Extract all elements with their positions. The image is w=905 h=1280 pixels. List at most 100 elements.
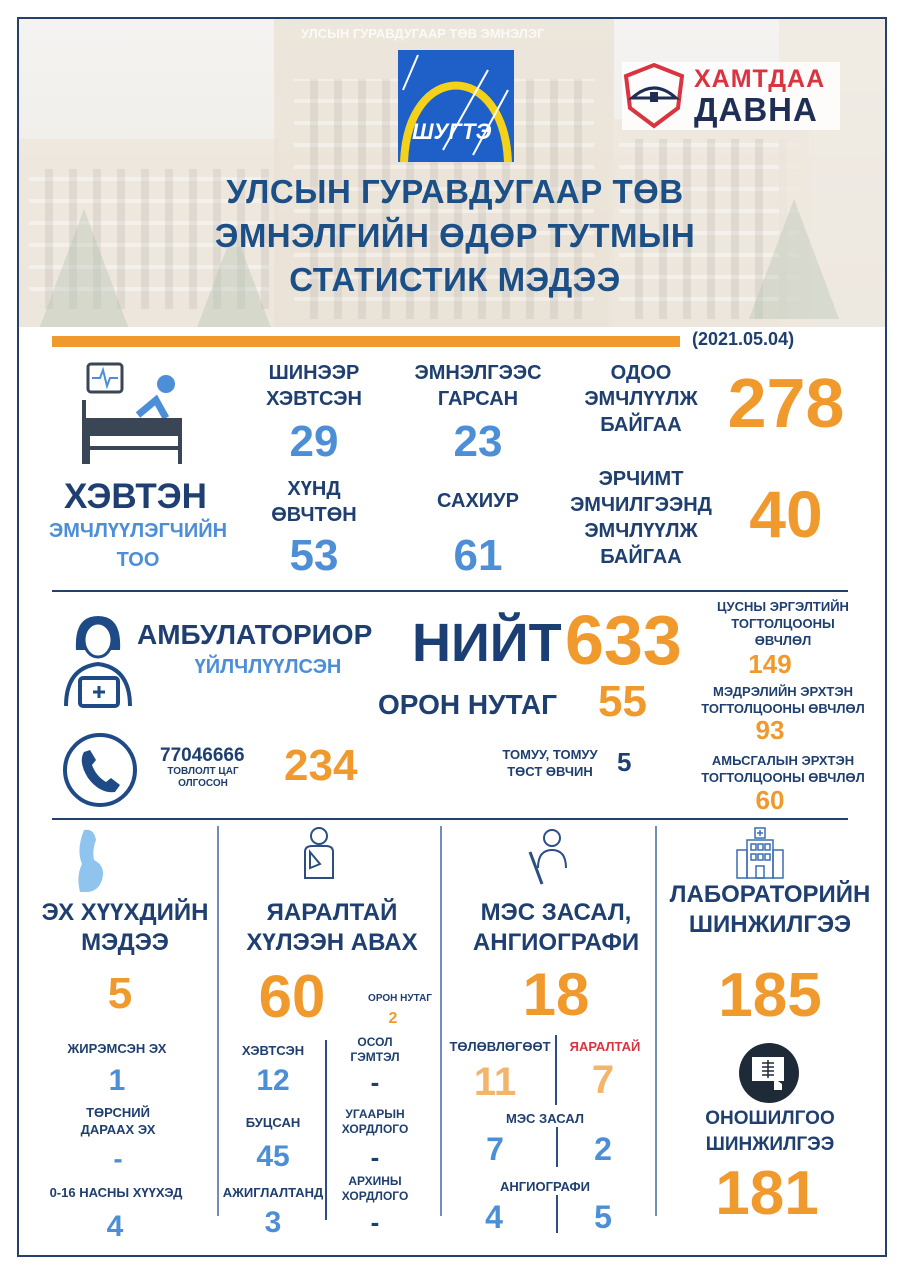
title-line: ШИНЖИЛГЭЭ	[688, 911, 852, 938]
lab-total: 185	[718, 961, 822, 1030]
label-line: ГЭМТЭЛ	[350, 1050, 400, 1064]
ger-shield-icon	[623, 62, 685, 129]
accident-label: ОСОЛ ГЭМТЭЛ	[350, 1035, 399, 1065]
co-poisoning-label: УГААРЫН ХОРДЛОГО	[342, 1107, 409, 1137]
children-label: 0-16 НАСНЫ ХҮҮХЭД	[49, 1185, 183, 1200]
title-line: ОНОШИЛГОО	[705, 1108, 835, 1129]
inpatient-subtitle-line1: ЭМЧЛҮҮЛЭГЧИЙН	[48, 520, 228, 542]
inpatient-title: ХЭВТЭН	[64, 477, 207, 516]
label-line: ТОГТОЛЦООНЫ ӨВЧЛӨЛ	[701, 701, 865, 716]
maternal-total: 5	[107, 969, 133, 1018]
label-line: ХОРДЛОГО	[341, 1189, 409, 1203]
title-line: ХҮЛЭЭН АВАХ	[246, 929, 418, 956]
label-line: БАЙГАА	[600, 546, 682, 568]
co-poisoning-value: -	[370, 1142, 380, 1172]
infographic-frame	[17, 17, 887, 1257]
section-divider	[52, 590, 848, 592]
emergency-rural-value: 2	[388, 1010, 398, 1027]
title-line: МЭС ЗАСАЛ,	[480, 899, 632, 926]
planned-label: ТӨЛӨВЛӨГӨӨТ	[449, 1039, 551, 1054]
stat-severe-value: 53	[289, 531, 339, 580]
section-divider	[52, 818, 848, 820]
label-line: АРХИНЫ	[348, 1174, 402, 1188]
report-date: (2021.05.04)	[692, 329, 795, 349]
admitted-label: ХЭВТСЭН	[241, 1043, 305, 1058]
stat-icu-label: ЭРЧИМТ ЭМЧИЛГЭЭНД ЭМЧЛҮҮЛЖ БАЙГАА	[570, 466, 712, 570]
observation-label: АЖИГЛАЛТАНД	[222, 1185, 324, 1200]
urgent-value: 7	[591, 1058, 615, 1102]
stat-new-admitted-label: ШИНЭЭР ХЭВТСЭН	[266, 360, 362, 412]
outpatient-subtitle: ҮЙЛЧЛҮҮЛСЭН	[194, 656, 342, 678]
label-line: ГАРСАН	[437, 388, 519, 410]
title-line: ЛАБОРАТОРИЙН	[669, 881, 871, 908]
angio-planned-value: 4	[485, 1199, 503, 1235]
stat-current-value: 278	[727, 364, 845, 442]
campaign-logo: ХАМТДАА ДАВНА	[622, 62, 840, 130]
column-divider	[217, 826, 219, 1216]
label-line: ЭМЧИЛГЭЭНД	[570, 494, 712, 516]
label-line: БАЙГАА	[600, 414, 682, 436]
stat-diabetes-label: САХИУР	[437, 490, 519, 512]
surgery-planned-value: 7	[486, 1131, 504, 1167]
label-line: ТОГТОЛЦООНЫ	[731, 616, 835, 631]
page-title-line2: ЭМНЭЛГИЙН ӨДӨР ТУТМЫН	[214, 217, 696, 254]
label-line: ТОВЛОЛТ ЦАГ	[167, 766, 239, 777]
hotline-label: ТОВЛОЛТ ЦАГ ОЛГОСОН	[167, 766, 238, 790]
label-line: ДАРААХ ЭХ	[80, 1122, 156, 1137]
label-line: ХЭВТСЭН	[266, 388, 362, 410]
label-line: ХҮНД	[287, 478, 341, 500]
xray-screen-icon	[739, 1043, 799, 1103]
label-line: ОСОЛ	[357, 1035, 393, 1049]
inpatient-subtitle-line2: ТОО	[116, 549, 160, 571]
surgery-title: МЭС ЗАСАЛ, АНГИОГРАФИ	[473, 898, 639, 958]
campaign-logo-line2: ДАВНА	[694, 91, 818, 128]
label-line: ЭМНЭЛГЭЭС	[414, 362, 542, 384]
surgery-urgent-value: 2	[594, 1131, 612, 1167]
surgery-inner-divider	[555, 1035, 557, 1105]
alcohol-poisoning-value: -	[370, 1207, 380, 1237]
label-line: ШИНЭЭР	[268, 362, 360, 384]
hotline-number: 77046666	[160, 745, 245, 766]
alcohol-poisoning-label: АРХИНЫ ХОРДЛОГО	[342, 1174, 409, 1204]
label-line: ЦУСНЫ ЭРГЭЛТИЙН	[717, 599, 849, 614]
emergency-rural-label: ОРОН НУТАГ	[368, 993, 432, 1004]
postpartum-label: ТӨРСНИЙ ДАРААХ ЭХ	[81, 1104, 156, 1138]
rural-label: ОРОН НУТАГ	[378, 689, 557, 720]
title-line: ЯАРАЛТАЙ	[266, 899, 398, 926]
respiratory-label: АМЬСГАЛЫН ЭРХТЭН ТОГТОЛЦООНЫ ӨВЧЛӨЛ	[701, 752, 865, 786]
stat-icu-value: 40	[749, 477, 823, 551]
emergency-total: 60	[258, 963, 326, 1030]
injured-person-icon	[304, 827, 334, 879]
hospital-bed-icon	[82, 362, 182, 464]
title-line: АНГИОГРАФИ	[472, 929, 640, 956]
angio-label: АНГИОГРАФИ	[499, 1179, 591, 1194]
circulatory-value: 149	[748, 649, 792, 679]
accident-value: -	[370, 1067, 380, 1097]
hospital-building-icon	[736, 827, 784, 879]
building-sign: УЛСЫН ГУРАВДУГААР ТӨВ ЭМНЭЛЭГ	[301, 26, 545, 41]
admitted-value: 12	[256, 1064, 290, 1097]
title-line: ШИНЖИЛГЭЭ	[705, 1134, 835, 1155]
label-line: ЭМЧЛҮҮЛЖ	[584, 388, 698, 410]
emergency-title: ЯАРАЛТАЙ ХҮЛЭЭН АВАХ	[246, 898, 417, 958]
flu-value: 5	[617, 747, 632, 777]
label-line: ТӨРСНИЙ	[86, 1105, 150, 1120]
surgery-inner-divider	[556, 1195, 558, 1233]
column-divider	[440, 826, 442, 1216]
label-line: ӨВЧТӨН	[271, 504, 357, 526]
surgery-label: МЭС ЗАСАЛ	[505, 1111, 585, 1126]
label-line: ТӨСТ ӨВЧИН	[507, 764, 593, 779]
label-line: ОЛГОСОН	[178, 778, 228, 789]
returned-label: БУЦСАН	[245, 1115, 301, 1130]
flu-label: ТОМУУ, ТОМУУ ТӨСТ ӨВЧИН	[502, 746, 597, 780]
stat-current-label: ОДОО ЭМЧЛҮҮЛЖ БАЙГАА	[584, 360, 697, 438]
rural-value: 55	[598, 677, 647, 726]
label-line: ХОРДЛОГО	[341, 1122, 409, 1136]
urgent-label: ЯАРАЛТАЙ	[569, 1039, 641, 1054]
surgery-total: 18	[522, 961, 590, 1028]
stat-severe-label: ХҮНД ӨВЧТӨН	[271, 476, 357, 528]
label-line: ӨВЧЛӨЛ	[754, 633, 812, 648]
page-title-line1: УЛСЫН ГУРАВДУГААР ТӨВ	[226, 173, 684, 210]
nervous-label: МЭДРЭЛИЙН ЭРХТЭН ТОГТОЛЦООНЫ ӨВЧЛӨЛ	[701, 683, 865, 717]
pregnant-label: ЖИРЭМСЭН ЭХ	[67, 1041, 167, 1056]
